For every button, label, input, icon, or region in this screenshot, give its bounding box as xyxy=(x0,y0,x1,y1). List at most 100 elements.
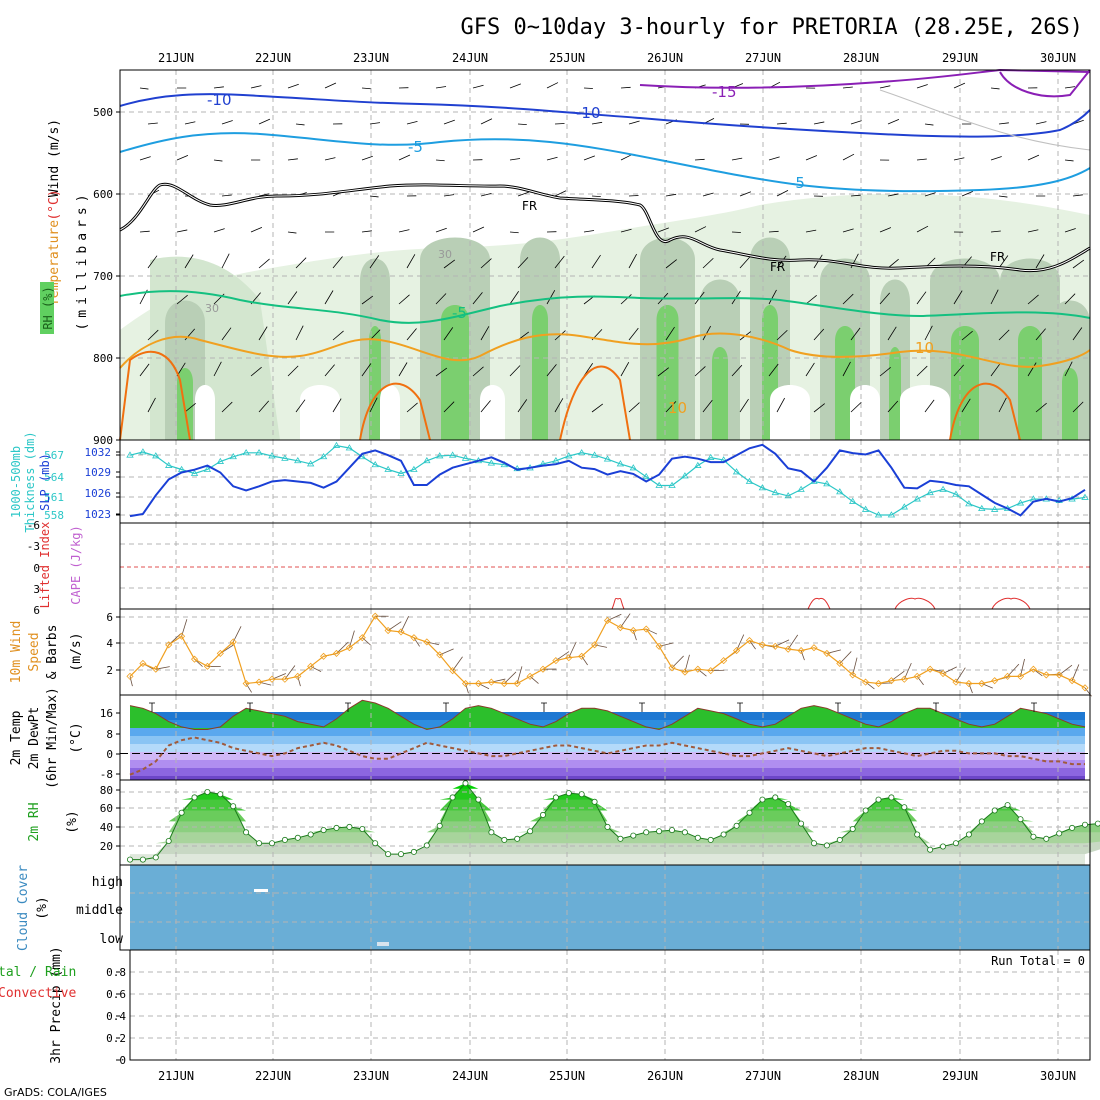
wind-barb xyxy=(509,365,521,377)
rh-marker xyxy=(256,840,263,847)
lifted-index-traces xyxy=(611,597,1031,610)
wind-barb xyxy=(1064,86,1076,89)
wind10-barb xyxy=(516,666,523,684)
wind10-barb xyxy=(387,621,402,631)
wind-barb xyxy=(369,122,381,125)
wind10-barb xyxy=(568,641,577,658)
wind-barb xyxy=(879,227,892,233)
wind-barb xyxy=(702,399,713,413)
label-rh2m-1: 2m RH xyxy=(27,802,42,841)
wind-barb xyxy=(768,230,779,233)
wind10-barb xyxy=(529,676,539,684)
wind10-barb xyxy=(903,662,912,680)
wind-barb xyxy=(258,258,270,269)
wind-barb xyxy=(776,255,787,269)
wind-barb xyxy=(480,326,490,341)
wind-barb xyxy=(443,259,456,269)
wind-barb xyxy=(324,82,337,89)
wind10-marker xyxy=(978,679,986,688)
thickness-marker xyxy=(203,465,212,472)
wind-barb xyxy=(176,294,188,305)
rh-green xyxy=(441,305,469,440)
precip-panel: Run Total = 0 0.80.60.40.20 xyxy=(106,949,1091,1067)
wind10-marker xyxy=(332,649,341,657)
rh-marker xyxy=(1030,833,1037,840)
rh-level xyxy=(130,783,1100,811)
wind10-barb xyxy=(684,654,690,673)
rh-marker xyxy=(940,843,947,850)
wind-barb xyxy=(295,325,304,341)
rh-marker xyxy=(565,790,572,797)
cloud-level-middle: middle xyxy=(76,903,123,918)
wind-barb xyxy=(221,253,230,269)
wind10-marker xyxy=(565,654,573,662)
wind-barb xyxy=(517,191,529,197)
wind-barb xyxy=(398,154,411,161)
wind-barb xyxy=(731,364,743,377)
thickness-marker xyxy=(577,448,586,456)
thickness-marker xyxy=(255,448,263,456)
wind-barb xyxy=(813,121,825,125)
thickness-marker xyxy=(771,488,779,496)
wind10-marker xyxy=(294,672,302,680)
rh-marker xyxy=(527,828,534,835)
temp-band xyxy=(130,768,1085,776)
wind-barb xyxy=(554,123,565,125)
upper-grid xyxy=(120,70,1090,440)
wind10-marker xyxy=(797,647,805,655)
thickness-marker xyxy=(745,477,754,484)
wind-barb xyxy=(213,159,223,162)
thickness-marker xyxy=(397,469,405,476)
wind-barb xyxy=(842,86,853,89)
wind10-marker xyxy=(836,659,844,668)
thickness-marker xyxy=(732,468,741,475)
wind-barb xyxy=(916,225,929,233)
wind10-marker xyxy=(616,624,624,632)
tick-label: -6 xyxy=(27,519,40,532)
wind10-marker xyxy=(320,652,328,660)
wind-barb xyxy=(480,400,491,413)
thickness-marker xyxy=(758,484,767,491)
wind-barb xyxy=(924,325,933,341)
date-tick-bottom: 26JUN xyxy=(647,1069,683,1083)
wind-barb xyxy=(258,326,268,341)
rh-green xyxy=(656,305,679,440)
thickness-marker xyxy=(668,481,676,488)
thickness-marker xyxy=(371,460,379,468)
wind10-marker xyxy=(578,652,586,660)
wind10-marker xyxy=(487,678,495,686)
wind10-barb xyxy=(245,683,252,693)
wind-barb xyxy=(953,290,963,305)
wind10-marker xyxy=(1029,665,1037,673)
wind-barb xyxy=(369,397,378,413)
thickness-marker xyxy=(990,505,999,512)
rh-markers xyxy=(127,780,1100,863)
wind10-marker xyxy=(784,645,792,653)
date-tick-bottom: 27JUN xyxy=(745,1069,781,1083)
rh-marker xyxy=(746,809,753,816)
wind10-marker xyxy=(965,679,973,688)
label-30-a: 30 xyxy=(438,248,452,261)
label-30-b: 30 xyxy=(205,302,219,315)
wind10-markers xyxy=(126,612,1089,692)
wind10-barb xyxy=(413,637,420,647)
minmax-whisker xyxy=(835,702,841,712)
label-minus5-b: -5 xyxy=(790,174,805,192)
tick-label: 8 xyxy=(106,728,113,741)
wind-barb xyxy=(961,330,973,341)
wind-barb xyxy=(694,158,705,161)
minmax-whisker xyxy=(247,702,253,712)
wind-barb xyxy=(620,294,632,305)
upper-air-panel: 500 600 700 800 900 -10 -10 -15 -5 -5 -5 10 … xyxy=(93,68,1091,447)
wind10-barbs xyxy=(129,613,1092,697)
wind10-marker xyxy=(952,678,960,686)
wind10-marker xyxy=(255,678,263,686)
wind-barb xyxy=(850,194,861,197)
label-minus15: -15 xyxy=(712,83,737,101)
rh-marker xyxy=(849,826,856,833)
wind-barb xyxy=(805,295,817,305)
slp-line xyxy=(129,443,1086,518)
wind-barb xyxy=(361,230,372,233)
thickness-marker xyxy=(939,485,947,492)
wind10-marker xyxy=(178,632,186,640)
